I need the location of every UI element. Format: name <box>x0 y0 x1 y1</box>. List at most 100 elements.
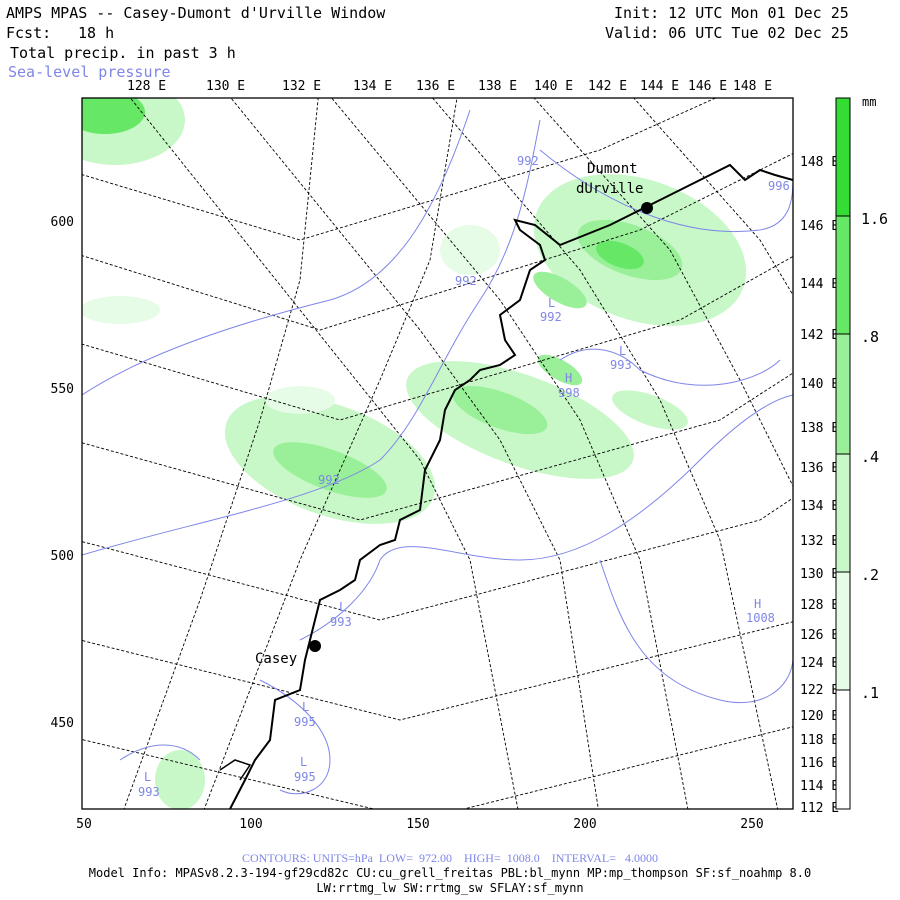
physics-info: LW:rrtmg_lw SW:rrtmg_sw SFLAY:sf_mynn <box>316 881 584 895</box>
pressure-center-mark: L <box>300 755 307 769</box>
colorbar-label: .8 <box>861 328 879 346</box>
colorbar-segment <box>836 454 850 572</box>
contour-label: 998 <box>558 386 580 400</box>
contour-info: CONTOURS: UNITS=hPa LOW= 972.00 HIGH= 10… <box>242 851 658 865</box>
colorbar-segment <box>836 690 850 809</box>
precip-shading <box>82 98 747 809</box>
pressure-contours <box>82 109 793 795</box>
station-casey-label: Casey <box>255 651 297 667</box>
top-tick-label: 138 E <box>478 79 517 94</box>
left-tick-label: 600 <box>51 215 74 230</box>
top-axis: 128 E 130 E 132 E 134 E 136 E 138 E 140 … <box>127 79 772 94</box>
right-tick-label: 130 E <box>800 567 839 582</box>
right-tick-label: 140 E <box>800 377 839 392</box>
pressure-center-mark: L <box>302 700 309 714</box>
colorbar-segment <box>836 216 850 334</box>
pressure-center-mark: H <box>565 371 572 385</box>
left-axis: 600 550 500 450 <box>51 215 74 731</box>
right-tick-label: 126 E <box>800 628 839 643</box>
station-casey-marker <box>309 640 321 652</box>
pressure-center-mark: L <box>339 600 346 614</box>
right-tick-label: 114 E <box>800 779 839 794</box>
contour-label: 992 <box>455 274 477 288</box>
init-time: Init: 12 UTC Mon 01 Dec 25 <box>614 4 849 22</box>
top-tick-label: 132 E <box>282 79 321 94</box>
coastline-inlet <box>219 759 252 781</box>
colorbar-segment <box>836 334 850 454</box>
bottom-tick-label: 250 <box>740 817 763 832</box>
pressure-centers: L L H L L H L L <box>144 296 761 784</box>
bottom-tick-label: 200 <box>573 817 596 832</box>
top-tick-label: 140 E <box>534 79 573 94</box>
right-tick-label: 136 E <box>800 461 839 476</box>
colorbar-unit: mm <box>862 95 876 109</box>
map-title: AMPS MPAS -- Casey-Dumont d'Urville Wind… <box>6 4 386 22</box>
top-tick-label: 146 E <box>688 79 727 94</box>
right-tick-label: 142 E <box>800 328 839 343</box>
colorbar-label: .4 <box>861 448 879 466</box>
forecast-label: Fcst: <box>6 24 52 42</box>
plot-border <box>81 97 794 810</box>
contour-label: 995 <box>294 715 316 729</box>
valid-time: Valid: 06 UTC Tue 02 Dec 25 <box>605 24 849 42</box>
pressure-center-mark: L <box>548 296 555 310</box>
colorbar-label: .2 <box>861 566 879 584</box>
top-tick-label: 130 E <box>206 79 245 94</box>
field-name: Total precip. in past 3 h <box>10 44 236 62</box>
top-tick-label: 148 E <box>733 79 772 94</box>
left-tick-label: 500 <box>51 549 74 564</box>
contour-label: 996 <box>768 179 790 193</box>
pressure-center-mark: L <box>144 770 151 784</box>
station-durville-label: dUrville <box>576 181 643 197</box>
pressure-center-mark: H <box>754 597 761 611</box>
right-tick-label: 128 E <box>800 598 839 613</box>
right-tick-label: 144 E <box>800 277 839 292</box>
contour-labels: 992 992 992 993 998 992 993 1008 995 995… <box>138 154 790 799</box>
left-tick-label: 550 <box>51 382 74 397</box>
station-dumont-durville-marker <box>641 202 653 214</box>
right-tick-label: 138 E <box>800 421 839 436</box>
right-tick-label: 116 E <box>800 756 839 771</box>
right-tick-label: 132 E <box>800 534 839 549</box>
right-axis: 148 E 146 E 144 E 142 E 140 E 138 E 136 … <box>800 155 839 816</box>
bottom-tick-label: 100 <box>239 817 262 832</box>
right-tick-label: 148 E <box>800 155 839 170</box>
forecast-hour: 18 h <box>78 24 115 42</box>
right-tick-label: 112 E <box>800 801 839 816</box>
station-dumont-label: Dumont <box>587 161 638 177</box>
top-tick-label: 144 E <box>640 79 679 94</box>
colorbar-segment <box>836 572 850 690</box>
left-tick-label: 450 <box>51 716 74 731</box>
bottom-axis: 50 100 150 200 250 <box>76 817 764 832</box>
colorbar-label: .1 <box>861 684 879 702</box>
right-tick-label: 146 E <box>800 219 839 234</box>
bottom-tick-label: 150 <box>406 817 429 832</box>
right-tick-label: 122 E <box>800 683 839 698</box>
top-tick-label: 136 E <box>416 79 455 94</box>
colorbar: mm 1.6 .8 .4 .2 .1 <box>835 95 888 810</box>
right-tick-label: 134 E <box>800 499 839 514</box>
colorbar-segment <box>836 98 850 216</box>
overlay-name: Sea-level pressure <box>8 63 171 81</box>
contour-label: 993 <box>138 785 160 799</box>
contour-label: 993 <box>330 615 352 629</box>
model-info: Model Info: MPASv8.2.3-194-gf29cd82c CU:… <box>88 866 812 880</box>
colorbar-label: 1.6 <box>861 210 888 228</box>
contour-label: 992 <box>540 310 562 324</box>
top-tick-label: 134 E <box>353 79 392 94</box>
right-tick-label: 124 E <box>800 656 839 671</box>
contour-label: 995 <box>294 770 316 784</box>
bottom-tick-label: 50 <box>76 817 92 832</box>
contour-label: 992 <box>318 473 340 487</box>
graticule <box>82 98 793 809</box>
pressure-center-mark: L <box>619 344 626 358</box>
right-tick-label: 118 E <box>800 733 839 748</box>
right-tick-label: 120 E <box>800 709 839 724</box>
contour-label: 992 <box>517 154 539 168</box>
top-tick-label: 142 E <box>588 79 627 94</box>
coastline <box>229 163 793 809</box>
contour-label: 1008 <box>746 611 775 625</box>
top-tick-label: 128 E <box>127 79 166 94</box>
contour-label: 993 <box>610 358 632 372</box>
